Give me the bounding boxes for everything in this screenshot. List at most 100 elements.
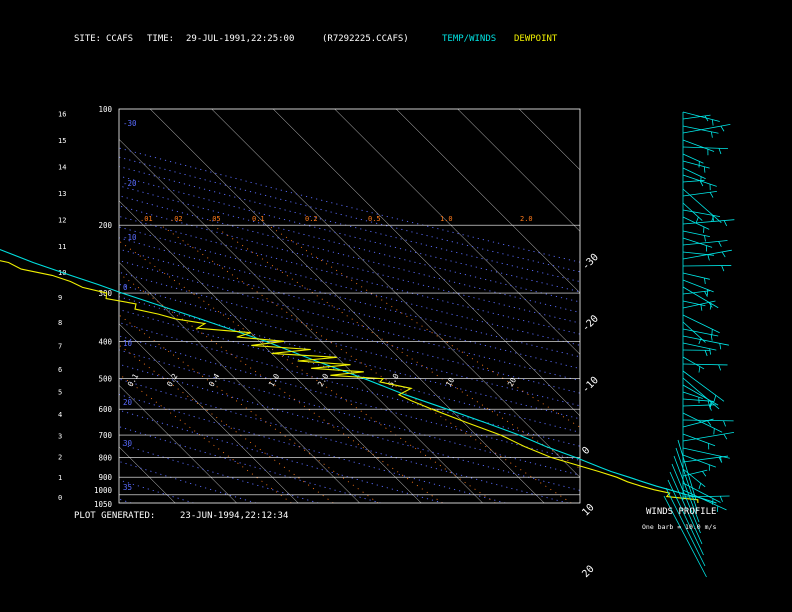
wind-barb	[682, 454, 716, 468]
wind-barb	[682, 190, 717, 197]
altitude-label: 16	[58, 111, 66, 119]
altitude-label: 1	[58, 474, 62, 482]
mixing-ratio-line	[119, 240, 496, 503]
wind-barb	[682, 455, 729, 463]
isotherm-line	[119, 385, 237, 503]
mixing-ratio-label-200mb: .02	[170, 215, 183, 223]
wind-barb-flag	[713, 428, 715, 435]
wind-barb-low	[671, 463, 701, 534]
legend-temp: TEMP/WINDS	[442, 34, 496, 44]
wind-barb-flag	[704, 350, 708, 357]
dewpoint-trace	[0, 260, 699, 504]
site-label: SITE:	[74, 34, 101, 44]
wind-barb	[682, 384, 719, 406]
wind-barb-flag	[702, 471, 707, 477]
time-value: 29-JUL-1991,22:25:00	[186, 34, 294, 44]
wind-barb-flag	[720, 125, 725, 132]
wind-barb-flag	[723, 433, 728, 440]
pressure-label: 600	[98, 405, 112, 414]
wind-barb	[682, 188, 722, 224]
adiabat-label-left: 30	[123, 439, 133, 448]
profiles-layer	[0, 248, 717, 504]
wind-barb-flag	[708, 404, 712, 411]
wind-barb	[682, 249, 732, 260]
pressure-label: 1050	[94, 500, 113, 509]
wind-barb-flag	[709, 401, 712, 408]
legend-dew: DEWPOINT	[514, 34, 558, 44]
mixing-ratio-label-200mb: .01	[140, 215, 153, 223]
wind-barb	[682, 363, 728, 366]
altitude-label: 4	[58, 411, 62, 419]
wind-barb	[682, 433, 716, 447]
plot-frame	[118, 108, 581, 504]
wind-barb-low	[667, 479, 704, 556]
file-id: (R7292225.CCAFS)	[322, 34, 409, 44]
wind-barb	[682, 391, 703, 399]
wind-barb-flag	[709, 348, 712, 355]
wind-barb-flag	[721, 251, 726, 258]
pressure-label: 1000	[94, 486, 113, 495]
altitude-label: 9	[58, 294, 62, 302]
wind-barb	[682, 342, 717, 351]
wind-barb	[682, 160, 710, 169]
wind-barb	[682, 230, 710, 237]
winds-barb-note: One barb = 10.0 m/s	[642, 523, 716, 531]
wind-barb-flag	[710, 334, 713, 341]
wind-barb-low	[677, 439, 697, 501]
wind-barb-flag	[718, 241, 722, 247]
wind-barb	[682, 418, 714, 428]
dry-adiabat-line	[119, 322, 580, 447]
wind-barb	[682, 279, 714, 293]
pressure-label: 800	[98, 453, 112, 462]
altitude-label: 6	[58, 366, 62, 374]
plot-generated-label: PLOT GENERATED:	[74, 511, 155, 521]
wind-barb	[682, 489, 727, 511]
wind-barb-flag	[709, 192, 714, 198]
wind-barb-low	[675, 447, 698, 512]
wind-barb	[682, 398, 715, 402]
pressure-label: 400	[98, 337, 112, 346]
wind-barb-flag	[723, 220, 728, 227]
wind-barb	[682, 219, 735, 225]
wind-barb	[682, 240, 728, 246]
wind-barb-flag	[707, 420, 712, 426]
wind-barb	[682, 404, 716, 407]
adiabat-label-left: 20	[123, 398, 133, 407]
wind-barb-flag	[710, 131, 713, 138]
wind-barb-flag	[712, 119, 714, 126]
wind-barb-flag	[719, 343, 722, 350]
mixing-ratio-line	[119, 273, 443, 503]
isotherm-line	[150, 109, 545, 503]
isotherm-line	[457, 109, 580, 232]
wind-barb-low	[673, 455, 700, 523]
wind-barb-flag	[718, 148, 722, 155]
isotherm-line	[334, 109, 580, 355]
altitude-label: 7	[58, 343, 62, 351]
wind-barb	[682, 290, 711, 295]
isotherm-line	[119, 323, 299, 503]
isotherm-line	[273, 109, 580, 417]
wind-barb	[682, 468, 706, 488]
wind-barb	[682, 114, 711, 120]
wind-barb-flag	[695, 216, 699, 223]
wind-barb	[682, 153, 704, 164]
mixing-ratio-label-200mb: 1.0	[440, 215, 453, 223]
dry-adiabat-line	[119, 309, 580, 433]
wind-barb	[682, 356, 705, 370]
wind-barb-flag	[709, 303, 712, 310]
adiabat-label-left: 10	[123, 339, 133, 348]
wind-barb	[682, 314, 720, 334]
altitude-label: 13	[58, 190, 66, 198]
wind-barb	[682, 167, 706, 180]
wind-barb-flag	[704, 235, 706, 242]
pressure-label: 200	[98, 221, 112, 230]
wind-barb	[682, 124, 731, 134]
dry-adiabat-line	[119, 237, 580, 358]
wind-barb-flag	[700, 304, 703, 311]
wind-barb	[682, 209, 721, 218]
pressure-label: 900	[98, 473, 112, 482]
wind-barb	[682, 251, 715, 256]
grid-layer: 10020030040050060070080090010001050-110-…	[58, 105, 601, 580]
altitude-label: 15	[58, 137, 66, 145]
